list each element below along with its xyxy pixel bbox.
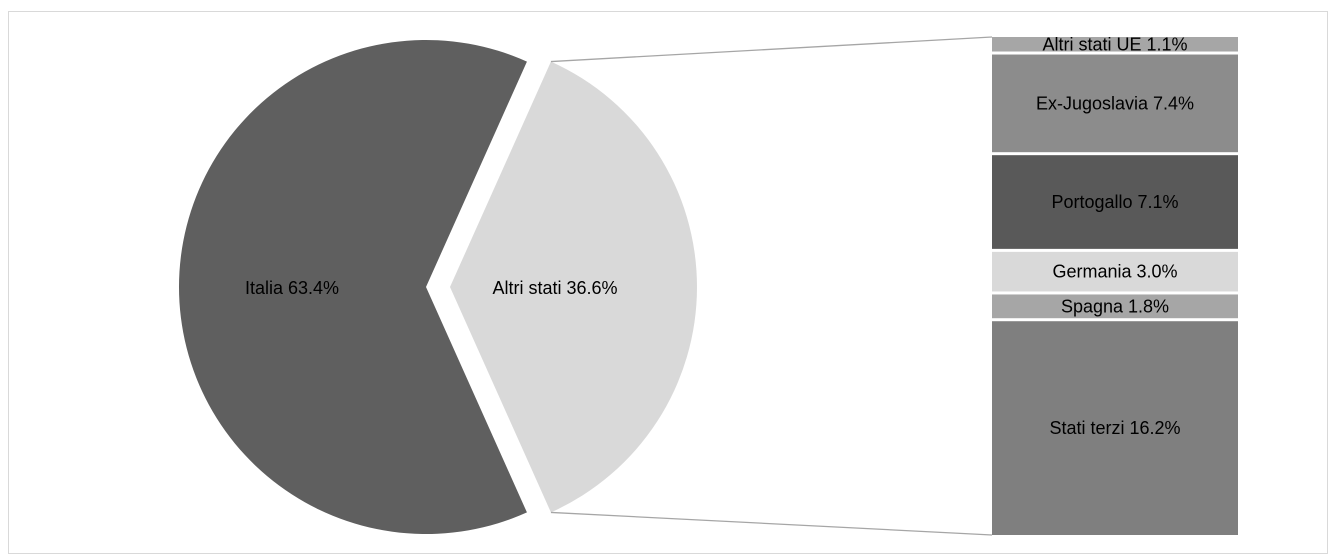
bar-label-germania: Germania 3.0%	[1052, 262, 1177, 282]
pie-slice-italia	[178, 39, 527, 534]
bar-label-ex-jugoslavia: Ex-Jugoslavia 7.4%	[1036, 93, 1194, 113]
pie-label-italia: Italia 63.4%	[245, 278, 339, 298]
bar-segment-portogallo	[992, 155, 1238, 249]
bar-segment-germania	[992, 251, 1238, 292]
bar-segment-altri-stati-ue	[992, 37, 1238, 52]
pie-slice-altri-stati	[450, 61, 697, 513]
bar-segment-ex-jugoslavia	[992, 54, 1238, 153]
bar-label-spagna: Spagna 1.8%	[1061, 296, 1169, 316]
bar-label-stati-terzi: Stati terzi 16.2%	[1049, 418, 1180, 438]
connector-line-bottom	[550, 511, 993, 536]
bar-label-portogallo: Portogallo 7.1%	[1051, 192, 1178, 212]
pie-label-altri-stati: Altri stati 36.6%	[492, 278, 617, 298]
bar-label-altri-stati-ue: Altri stati UE 1.1%	[1042, 34, 1187, 54]
bar-segment-stati-terzi	[992, 321, 1238, 535]
connector-line-top	[550, 36, 993, 63]
bar-segment-spagna	[992, 294, 1238, 319]
